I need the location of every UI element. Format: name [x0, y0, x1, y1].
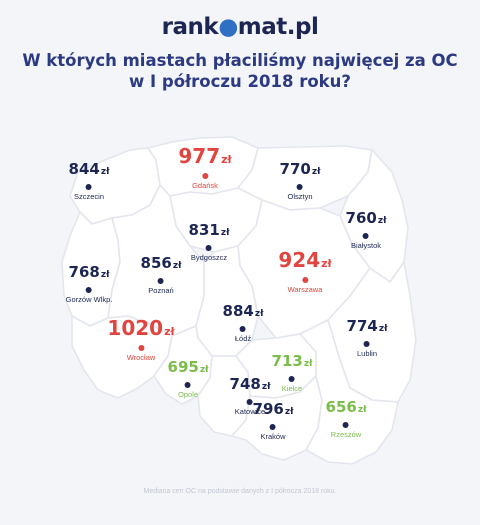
logo-text-left: rank: [161, 14, 219, 40]
city-bialystok: 760zł Białystok: [345, 209, 387, 251]
price-bialystok: 760zł: [345, 209, 387, 227]
city-olsztyn: 770zł Olsztyn: [279, 160, 321, 202]
page-title: W których miastach płaciliśmy najwięcej …: [20, 50, 460, 92]
price-bydgoszcz: 831zł: [188, 221, 230, 239]
footnote: Mediana cen OC na podstawie danych z I p…: [143, 488, 337, 495]
marker-wroclaw: [138, 345, 144, 351]
price-opole: 695zł: [167, 358, 209, 376]
price-krakow: 796zł: [252, 400, 294, 418]
price-olsztyn: 770zł: [279, 160, 321, 178]
city-lublin: 774zł Lublin: [346, 317, 388, 359]
price-kielce: 713zł: [271, 352, 313, 370]
price-lublin: 774zł: [346, 317, 388, 335]
city-szczecin: 844zł Szczecin: [68, 160, 110, 202]
city-wroclaw: 1020zł Wrocław: [107, 316, 175, 363]
price-katowice: 748zł: [229, 375, 271, 393]
label-lublin: Lublin: [356, 349, 378, 358]
label-kielce: Kielce: [281, 384, 303, 393]
marker-bialystok: [362, 233, 369, 239]
price-rzeszow: 656zł: [325, 398, 367, 416]
label-wroclaw: Wrocław: [126, 353, 156, 362]
marker-olsztyn: [296, 184, 303, 190]
logo-text-right: mat.pl: [237, 14, 319, 40]
region-podkarpackie: [299, 319, 399, 465]
label-rzeszow: Rzeszów: [330, 430, 362, 439]
city-rzeszow: 656zł Rzeszów: [325, 398, 367, 440]
label-gdansk: Gdańsk: [192, 181, 218, 190]
city-poznan: 856zł Poznań: [140, 254, 182, 296]
marker-rzeszow: [342, 422, 349, 428]
label-lodz: Łódź: [234, 334, 252, 343]
city-kielce: 713zł Kielce: [271, 352, 313, 394]
city-warszawa: 924zł Warszawa: [278, 248, 332, 295]
label-bialystok: Białystok: [350, 241, 382, 250]
title-line-1: W których miastach płaciliśmy najwięcej …: [22, 51, 458, 70]
city-gdansk: 977zł Gdańsk: [178, 144, 232, 191]
city-katowice: 748zł Katowice: [229, 375, 271, 417]
marker-krakow: [269, 424, 276, 430]
label-gorzow: Gorzów Wlkp.: [65, 295, 113, 304]
price-warszawa: 924zł: [278, 248, 332, 272]
region-warminsko-mazurskie: [237, 145, 373, 211]
city-krakow: 796zł Kraków: [252, 400, 294, 442]
marker-opole: [184, 382, 191, 388]
marker-gorzow: [86, 287, 92, 293]
label-poznan: Poznań: [148, 286, 174, 295]
price-gorzow: 768zł: [68, 263, 110, 281]
city-opole: 695zł Opole: [167, 358, 209, 400]
price-poznan: 856zł: [140, 254, 182, 272]
label-opole: Opole: [177, 390, 199, 399]
label-bydgoszcz: Bydgoszcz: [190, 253, 228, 262]
marker-szczecin: [85, 184, 92, 190]
marker-warszawa: [301, 277, 308, 283]
label-katowice: Katowice: [234, 407, 266, 416]
marker-lodz: [239, 326, 246, 332]
marker-lublin: [363, 341, 370, 347]
logo: rank●mat.pl: [0, 14, 480, 40]
price-lodz: 884zł: [222, 302, 264, 320]
label-warszawa: Warszawa: [287, 285, 323, 294]
city-bydgoszcz: 831zł Bydgoszcz: [188, 221, 230, 263]
marker-katowice: [246, 399, 253, 405]
price-gdansk: 977zł: [178, 144, 232, 168]
price-wroclaw: 1020zł: [107, 316, 175, 340]
title-line-2: w I półroczu 2018 roku?: [129, 72, 351, 91]
city-gorzow: 768zł Gorzów Wlkp.: [65, 263, 113, 305]
city-lodz: 884zł Łódź: [222, 302, 264, 344]
marker-kielce: [288, 376, 295, 382]
label-olsztyn: Olsztyn: [287, 192, 313, 201]
label-krakow: Kraków: [260, 432, 286, 441]
label-szczecin: Szczecin: [73, 192, 105, 201]
marker-bydgoszcz: [205, 245, 212, 251]
marker-gdansk: [201, 173, 208, 179]
marker-poznan: [157, 278, 164, 284]
logo-icon: ●: [218, 14, 238, 40]
price-szczecin: 844zł: [68, 160, 110, 178]
